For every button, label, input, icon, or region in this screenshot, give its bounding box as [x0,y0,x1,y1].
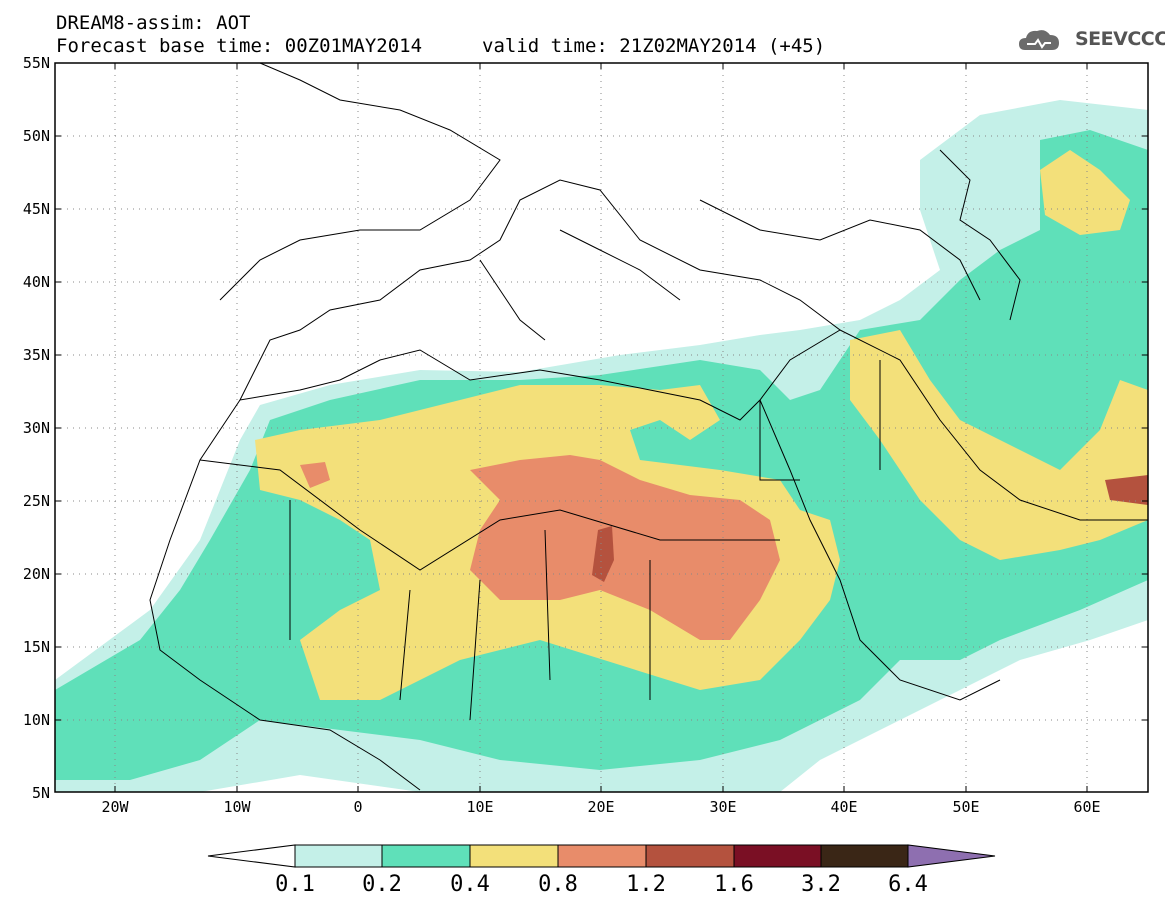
lat-label: 40N [23,273,50,291]
aot-contour-0.4-east [850,330,1148,560]
colorbar-swatch [820,844,909,868]
lon-label: 60E [1073,798,1100,816]
colorbar-label: 0.1 [275,872,315,897]
lat-label: 55N [23,54,50,72]
lon-ticks [114,63,1088,792]
lat-label: 35N [23,346,50,364]
colorbar-swatch [381,844,471,868]
lat-label: 25N [23,492,50,510]
coastlines [149,63,1148,791]
lon-label: 0 [353,798,362,816]
colorbar-swatch [733,844,822,868]
lon-labels: 20W 10W 0 10E 20E 30E 40E 50E 60E [101,798,1100,816]
colorbar-label: 3.2 [801,872,841,897]
colorbar-left-arrow [207,844,296,868]
lat-label: 10N [23,711,50,729]
colorbar-label: 0.4 [450,872,490,897]
colorbar-label: 0.2 [362,872,402,897]
lat-labels: 55N 50N 45N 40N 35N 30N 25N 20N 15N 10N … [23,54,50,802]
aot-contour-1.2-east [1105,475,1148,505]
lat-label: 20N [23,565,50,583]
colorbar-right-arrow [907,844,996,868]
lat-ticks [55,62,1148,721]
lon-label: 10E [466,798,493,816]
lon-label: 20W [101,798,129,816]
colorbar-label: 1.2 [626,872,666,897]
lon-label: 20E [587,798,614,816]
lon-label: 10W [223,798,251,816]
aot-contour-0.4-north [1040,150,1130,235]
colorbar [207,844,996,868]
lat-label: 30N [23,419,50,437]
colorbar-swatch [557,844,647,868]
map-title: DREAM8-assim: AOT [56,12,251,34]
aot-field [55,63,1148,792]
lon-label: 30E [709,798,736,816]
lon-label: 50E [952,798,979,816]
lon-label: 40E [830,798,857,816]
aot-contour-0.8-b [300,462,330,488]
colorbar-label: 1.6 [714,872,754,897]
colorbar-swatch [294,844,383,868]
colorbar-label: 0.8 [538,872,578,897]
valid-time-label: valid time: 21Z02MAY2014 (+45) [482,35,826,57]
lat-label: 45N [23,200,50,218]
cloud-logo-icon [1019,30,1059,50]
lat-label: 5N [32,784,50,802]
aot-contour-1.2 [592,526,614,582]
lat-label: 50N [23,127,50,145]
colorbar-swatch [469,844,559,868]
logo-text: SEEVCCC [1075,28,1165,50]
lat-label: 15N [23,638,50,656]
base-time-label: Forecast base time: 00Z01MAY2014 [56,35,423,57]
graticule [55,63,1148,792]
colorbar-label: 6.4 [888,872,928,897]
colorbar-swatch [645,844,735,868]
